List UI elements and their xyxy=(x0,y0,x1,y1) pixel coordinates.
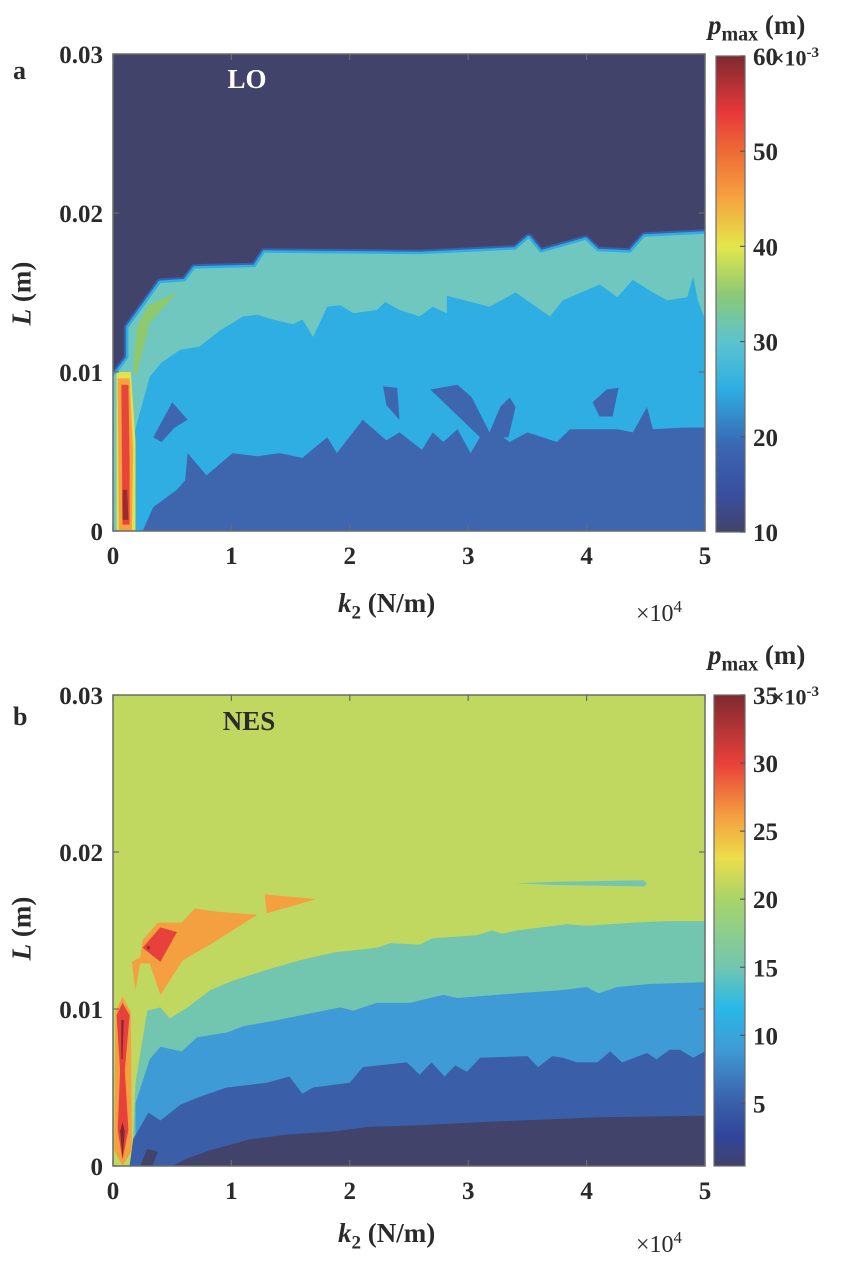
contour-region xyxy=(264,894,317,914)
colorbar-title-unit: (m) xyxy=(758,640,806,670)
colorbar-exponent-base: ×10 xyxy=(772,45,807,71)
x-tick-label: 1 xyxy=(225,543,238,570)
colorbar-tick-label: 25 xyxy=(753,819,778,846)
contour-region xyxy=(592,387,619,417)
colorbar-tick-label: 20 xyxy=(753,887,778,914)
colorbar-tick-label: 60 xyxy=(753,44,778,71)
x-axis-var: k xyxy=(338,588,352,618)
x-multiplier: ×104 xyxy=(636,1228,682,1259)
x-axis-unit: (N/m) xyxy=(361,588,436,618)
colorbar xyxy=(715,55,746,533)
x-multiplier-exp: 4 xyxy=(673,1228,683,1247)
colorbar-title-var: p xyxy=(708,10,722,40)
contour-region xyxy=(147,946,150,950)
contour-region xyxy=(142,407,705,531)
colorbar-tick-label: 15 xyxy=(753,955,778,982)
x-multiplier-base: ×10 xyxy=(636,1232,674,1258)
colorbar-exponent: ×10-3 xyxy=(772,45,819,71)
colorbar xyxy=(713,694,746,1167)
x-multiplier-base: ×10 xyxy=(636,601,674,627)
x-axis-sub: 2 xyxy=(351,1232,362,1254)
contour-region xyxy=(383,386,400,420)
y-tick-label: 0.02 xyxy=(59,201,103,228)
contour-region xyxy=(153,402,188,442)
y-tick-label: 0 xyxy=(91,1154,104,1181)
colorbar-title: pmax (m) xyxy=(708,10,805,46)
colorbar-title: pmax (m) xyxy=(708,640,805,676)
contour-region xyxy=(430,384,516,438)
x-tick-label: 4 xyxy=(580,1178,593,1205)
x-axis-var: k xyxy=(338,1218,352,1248)
colorbar-exponent-base: ×10 xyxy=(772,684,807,710)
panel-annotation: LO xyxy=(227,64,266,94)
y-tick-label: 0.03 xyxy=(59,683,103,710)
colorbar-title-sub: max xyxy=(721,653,759,676)
x-tick-label: 4 xyxy=(580,543,593,570)
colorbar-title-sub: max xyxy=(721,23,759,46)
contour-region xyxy=(172,1115,705,1166)
contour-region xyxy=(120,1122,125,1159)
colorbar-tick-label: 5 xyxy=(753,1091,766,1118)
colorbar-tick-label: 35 xyxy=(753,683,778,710)
colorbar-title-unit: (m) xyxy=(758,10,806,40)
y-tick-label: 0.01 xyxy=(59,360,103,387)
axes-frame xyxy=(112,694,706,1167)
contour-region xyxy=(142,927,177,962)
x-multiplier: ×104 xyxy=(636,597,682,628)
x-tick-label: 2 xyxy=(344,1178,357,1205)
colorbar-tick-label: 30 xyxy=(753,330,778,357)
contour-field xyxy=(113,695,705,1166)
x-axis-unit: (N/m) xyxy=(361,1218,436,1248)
x-tick-label: 0 xyxy=(107,543,120,570)
panel-label: a xyxy=(13,56,26,85)
y-tick-label: 0.02 xyxy=(59,840,103,867)
colorbar-tick-label: 10 xyxy=(753,520,778,547)
colorbar-exponent-power: -3 xyxy=(806,684,820,700)
panel-annotation: NES xyxy=(223,706,276,736)
y-tick-label: 0.01 xyxy=(59,997,103,1024)
colorbar-tick-label: 30 xyxy=(753,751,778,778)
contour-region xyxy=(133,292,177,374)
contour-region xyxy=(116,1002,130,1160)
y-tick-label: 0.03 xyxy=(59,42,103,69)
x-tick-label: 3 xyxy=(462,543,475,570)
x-tick-label: 1 xyxy=(225,1178,238,1205)
x-axis-label: k2 (N/m) xyxy=(338,588,435,624)
colorbar-exponent-power: -3 xyxy=(806,45,820,61)
y-tick-label: 0 xyxy=(91,519,104,546)
contour-region xyxy=(140,1148,158,1166)
x-tick-label: 2 xyxy=(344,543,357,570)
panel-label: b xyxy=(13,702,28,731)
colorbar-tick-label: 20 xyxy=(753,425,778,452)
colorbar-exponent: ×10-3 xyxy=(772,684,819,710)
contour-region xyxy=(515,880,647,887)
x-tick-label: 5 xyxy=(699,1178,712,1205)
contour-field xyxy=(113,54,705,531)
axes-frame xyxy=(112,53,706,532)
contour-region xyxy=(121,1020,124,1060)
x-tick-label: 0 xyxy=(107,1178,120,1205)
x-tick-label: 5 xyxy=(699,543,712,570)
contour-region xyxy=(121,384,130,525)
x-axis-label: k2 (N/m) xyxy=(338,1218,435,1254)
x-axis-sub: 2 xyxy=(351,602,362,624)
x-multiplier-exp: 4 xyxy=(673,597,683,616)
colorbar-title-var: p xyxy=(708,640,722,670)
contour-region xyxy=(122,489,129,520)
colorbar-tick-label: 40 xyxy=(753,234,778,261)
colorbar-tick-label: 10 xyxy=(753,1023,778,1050)
colorbar-tick-label: 50 xyxy=(753,139,778,166)
x-tick-label: 3 xyxy=(462,1178,475,1205)
